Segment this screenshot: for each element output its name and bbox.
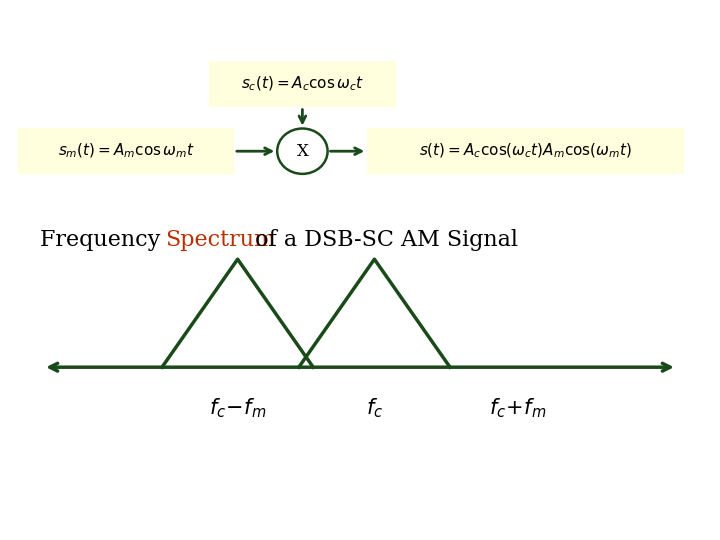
Text: $f_c\!-\!f_m$: $f_c\!-\!f_m$	[209, 397, 266, 421]
Text: $f_c$: $f_c$	[366, 397, 383, 421]
FancyBboxPatch shape	[209, 60, 396, 106]
FancyBboxPatch shape	[18, 128, 234, 174]
Ellipse shape	[277, 129, 328, 174]
Text: X: X	[297, 143, 308, 160]
Text: $f_c\!+\!f_m$: $f_c\!+\!f_m$	[490, 397, 546, 421]
Text: $s_c(t) = A_c \cos\omega_c t$: $s_c(t) = A_c \cos\omega_c t$	[240, 75, 364, 93]
Text: of a DSB-SC AM Signal: of a DSB-SC AM Signal	[248, 230, 518, 251]
Text: $s_m(t) = A_m \cos\omega_m t$: $s_m(t) = A_m \cos\omega_m t$	[58, 142, 194, 160]
FancyBboxPatch shape	[367, 128, 684, 174]
Text: $s(t) = A_c\cos(\omega_c t)A_m\cos(\omega_m t)$: $s(t) = A_c\cos(\omega_c t)A_m\cos(\omeg…	[419, 142, 632, 160]
Text: Spectrum: Spectrum	[166, 230, 276, 251]
Text: Frequency: Frequency	[40, 230, 167, 251]
